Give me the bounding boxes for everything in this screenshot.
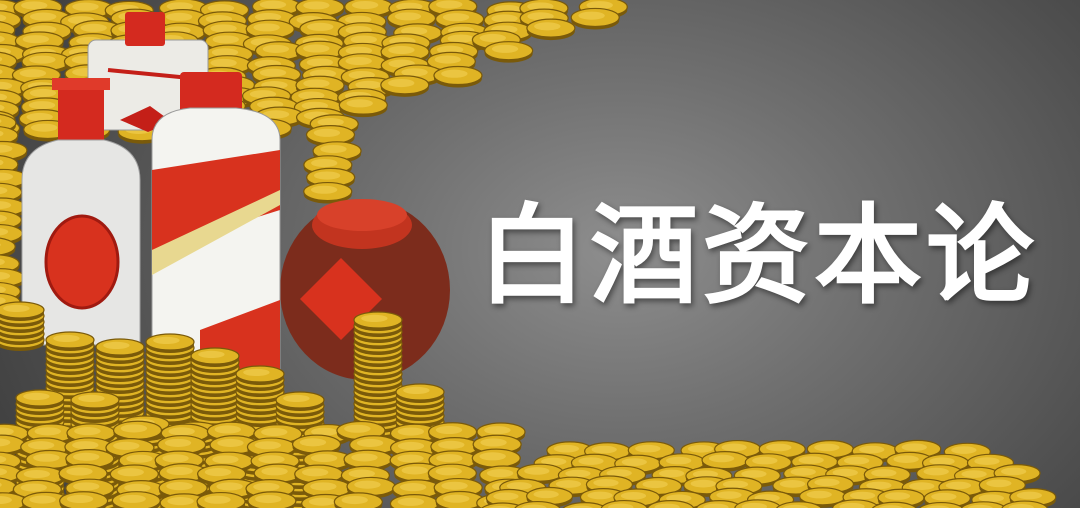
tall-bottle-icon — [151, 72, 281, 371]
small-bottle-icon — [21, 78, 141, 346]
headline-title: 白酒资本论 — [478, 193, 1039, 319]
coin-pile-bottom-icon — [0, 420, 1057, 508]
back-bottle-icon — [87, 12, 209, 131]
bottles-group — [21, 12, 450, 380]
